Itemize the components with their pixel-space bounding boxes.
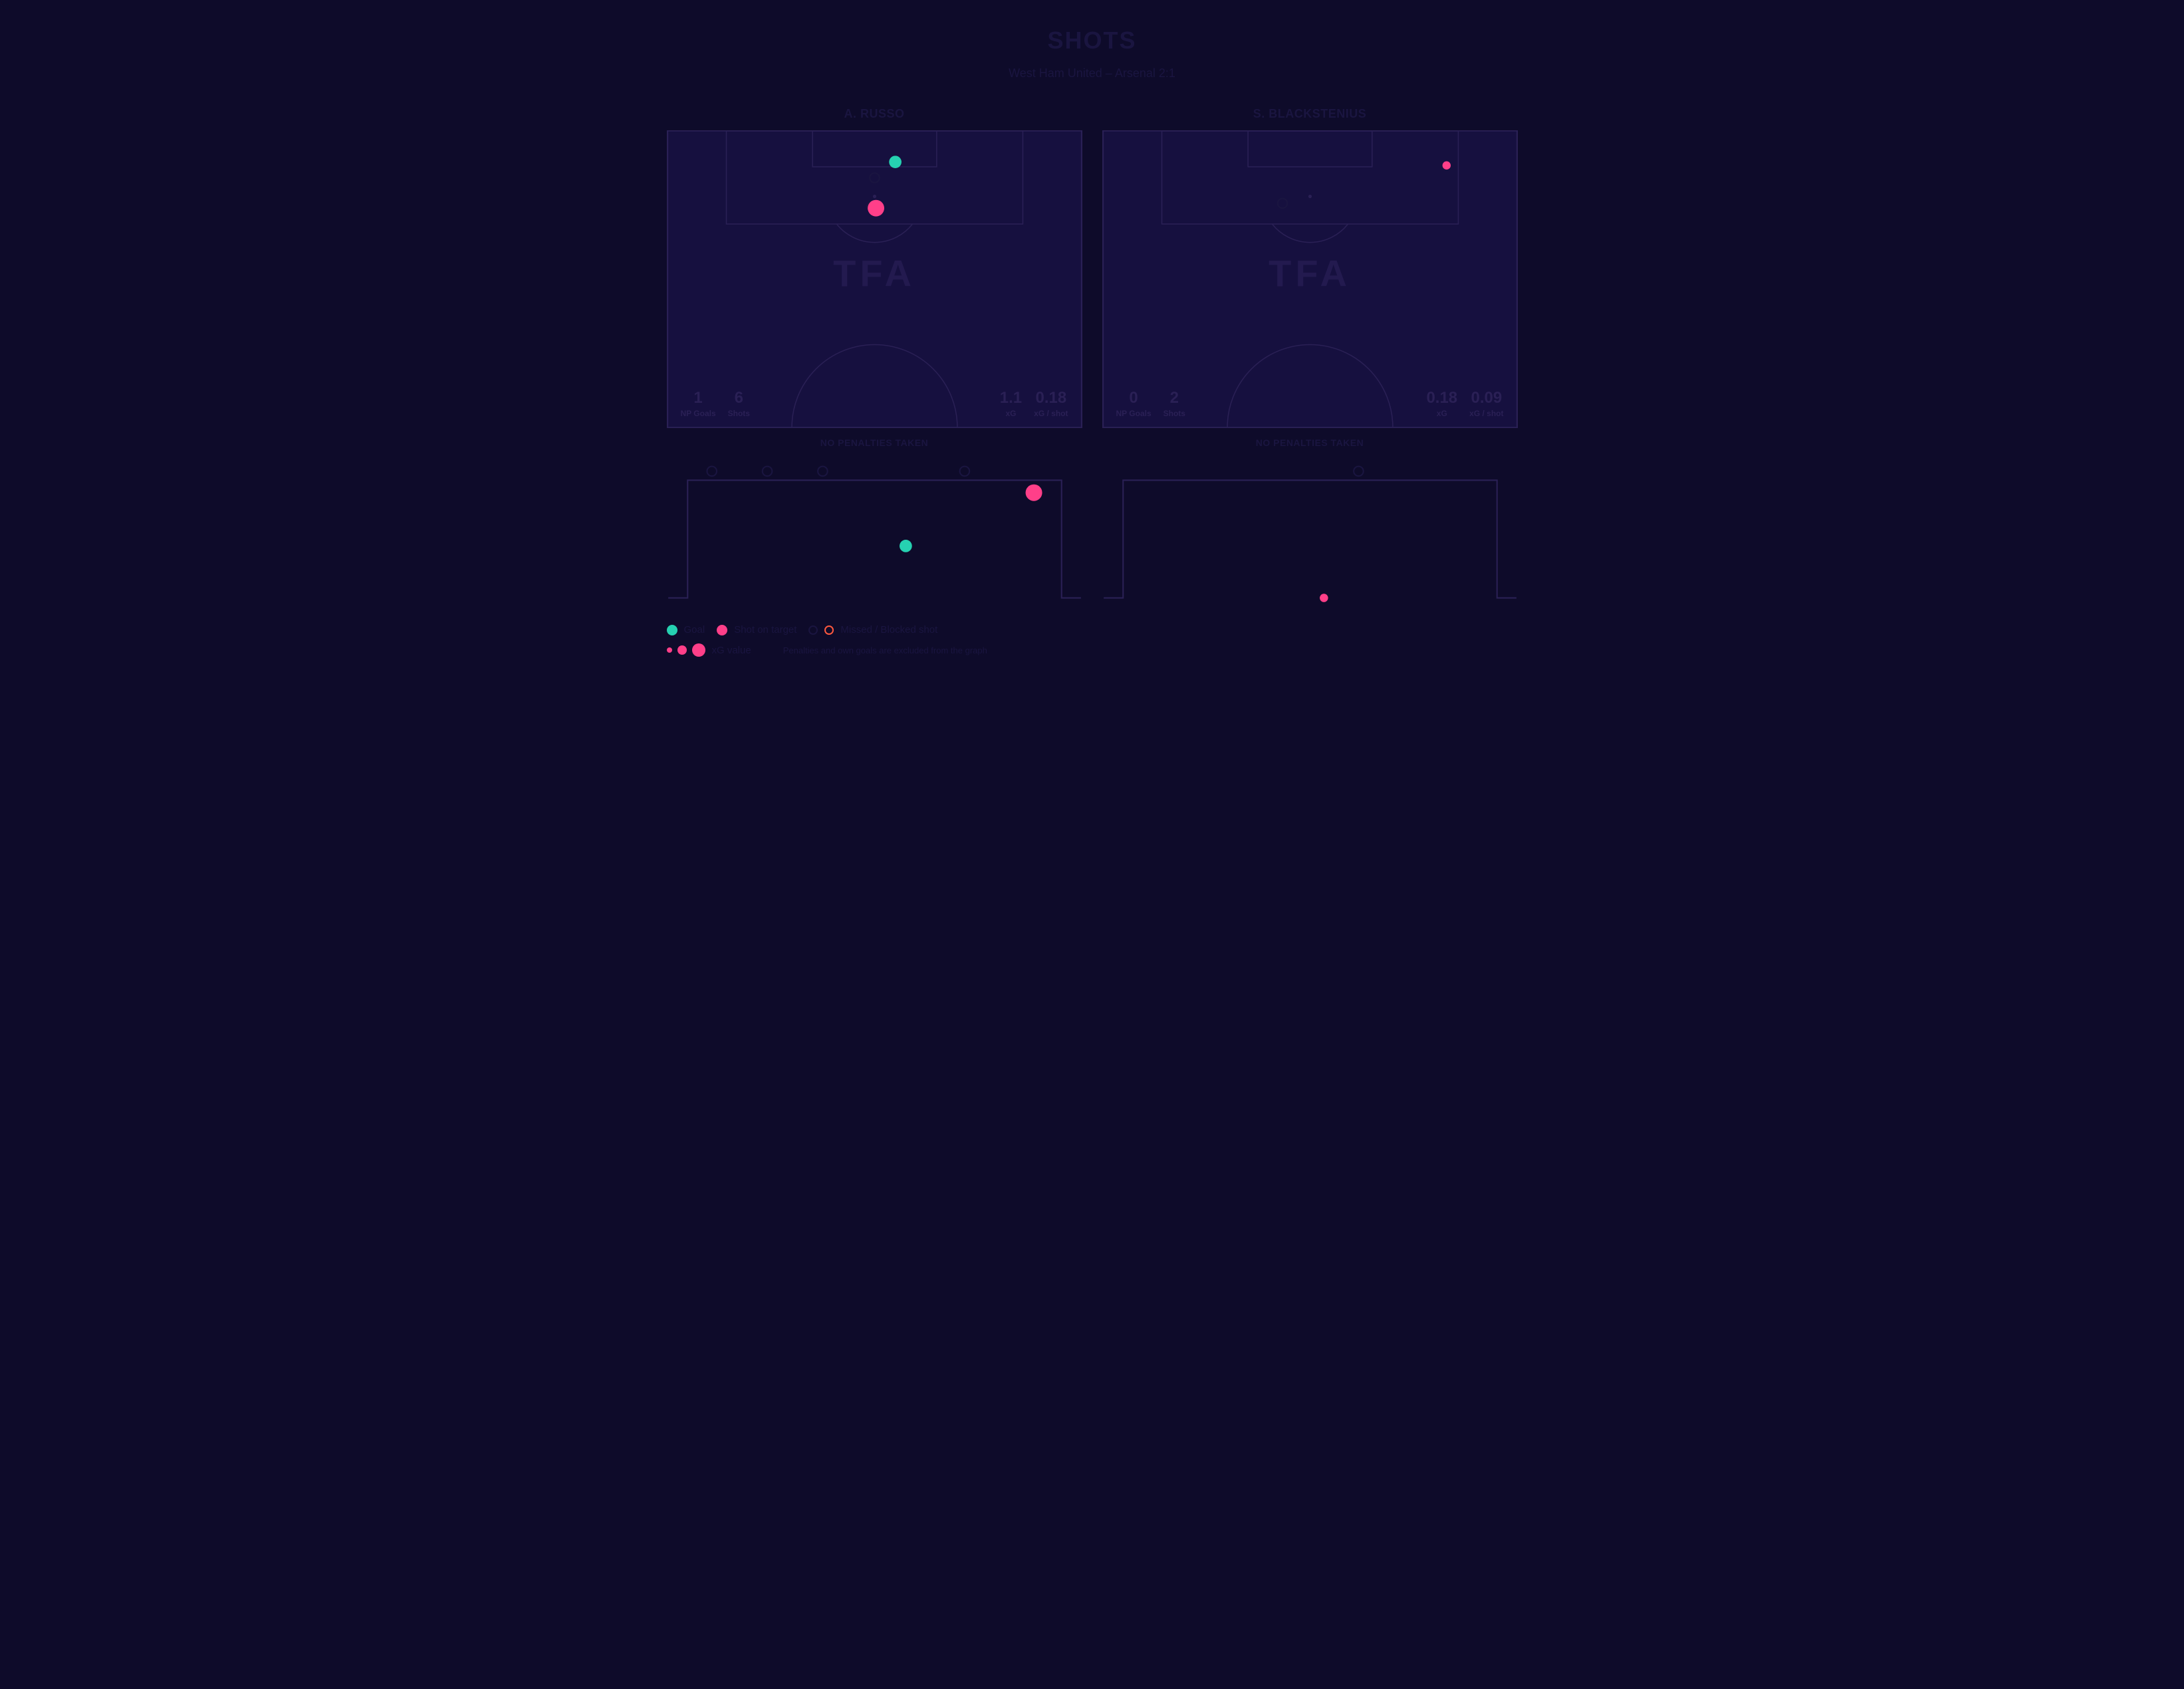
stat-value: 0.09 bbox=[1471, 390, 1502, 406]
goal-svg bbox=[667, 456, 1082, 608]
stat-block: 1.1 xG bbox=[1000, 390, 1022, 418]
stat-value: 6 bbox=[735, 390, 743, 406]
player-panel-0: A. RUSSO TFA 1 NP Goals 6 Shots 1.1 xG 0 bbox=[667, 107, 1082, 608]
stat-label: NP Goals bbox=[681, 409, 716, 418]
pitch-svg bbox=[1103, 131, 1517, 427]
legend: Goal Shot on target Missed / Blocked sho… bbox=[667, 624, 1518, 657]
stat-block: 6 Shots bbox=[728, 390, 750, 418]
goal-shot-marker bbox=[818, 467, 828, 477]
xg-size-dots-icon bbox=[667, 643, 705, 657]
goal-shot-marker bbox=[762, 467, 772, 477]
goal-shot-marker bbox=[1354, 467, 1364, 477]
legend-missed-label: Missed / Blocked shot bbox=[840, 624, 937, 635]
legend-note: Penalties and own goals are excluded fro… bbox=[783, 645, 987, 655]
chart-container: SHOTS West Ham United – Arsenal 2:1 A. R… bbox=[667, 27, 1518, 657]
goalmouth-map bbox=[667, 456, 1082, 608]
stat-block: 2 Shots bbox=[1163, 390, 1185, 418]
pitch-stats-row: 1 NP Goals 6 Shots 1.1 xG 0.18 xG / shot bbox=[667, 390, 1082, 418]
legend-missed: Missed / Blocked shot bbox=[808, 624, 937, 635]
stat-label: Shots bbox=[728, 409, 750, 418]
pitch-shot-marker bbox=[889, 156, 902, 168]
goal-shot-marker bbox=[1025, 485, 1042, 501]
stat-block: 0 NP Goals bbox=[1116, 390, 1152, 418]
stat-label: xG bbox=[1005, 409, 1016, 418]
player-panel-1: S. BLACKSTENIUS TFA 0 NP Goals 2 Shots 0… bbox=[1102, 107, 1518, 608]
no-penalties-label: NO PENALTIES TAKEN bbox=[1102, 437, 1518, 448]
miss-ring-icon bbox=[808, 625, 818, 635]
goal-dot-icon bbox=[667, 625, 677, 635]
player-name: S. BLACKSTENIUS bbox=[1102, 107, 1518, 121]
stat-value: 0.18 bbox=[1035, 390, 1066, 406]
legend-row-1: Goal Shot on target Missed / Blocked sho… bbox=[667, 624, 1518, 635]
stat-label: xG / shot bbox=[1034, 409, 1068, 418]
goalmouth-map bbox=[1102, 456, 1518, 608]
stat-block: 0.18 xG bbox=[1426, 390, 1457, 418]
stat-value: 1.1 bbox=[1000, 390, 1022, 406]
pitch-stats-row: 0 NP Goals 2 Shots 0.18 xG 0.09 xG / sho… bbox=[1103, 390, 1517, 418]
chart-title: SHOTS bbox=[667, 27, 1518, 55]
stat-block: 0.18 xG / shot bbox=[1034, 390, 1068, 418]
legend-xg: xG value bbox=[667, 643, 751, 657]
pitch-shot-marker bbox=[868, 200, 884, 217]
no-penalties-label: NO PENALTIES TAKEN bbox=[667, 437, 1082, 448]
goal-shot-marker bbox=[899, 540, 911, 552]
stat-block: 1 NP Goals bbox=[681, 390, 716, 418]
stat-value: 0.18 bbox=[1426, 390, 1457, 406]
legend-goal: Goal bbox=[667, 624, 705, 635]
chart-subtitle: West Ham United – Arsenal 2:1 bbox=[667, 66, 1518, 80]
stat-label: xG bbox=[1437, 409, 1447, 418]
player-name: A. RUSSO bbox=[667, 107, 1082, 121]
blocked-ring-icon bbox=[824, 625, 834, 635]
legend-on-target-label: Shot on target bbox=[734, 624, 796, 635]
goal-svg bbox=[1102, 456, 1518, 608]
legend-on-target: Shot on target bbox=[717, 624, 796, 635]
pitch-svg bbox=[667, 131, 1082, 427]
goal-shot-marker bbox=[959, 467, 969, 477]
stat-label: Shots bbox=[1163, 409, 1185, 418]
legend-goal-label: Goal bbox=[684, 624, 705, 635]
stat-label: NP Goals bbox=[1116, 409, 1152, 418]
pitch-map: TFA 0 NP Goals 2 Shots 0.18 xG 0.09 xG /… bbox=[1102, 130, 1518, 428]
legend-xg-label: xG value bbox=[712, 645, 751, 656]
stat-value: 1 bbox=[693, 390, 702, 406]
stat-label: xG / shot bbox=[1469, 409, 1503, 418]
stat-value: 0 bbox=[1129, 390, 1138, 406]
goal-shot-marker bbox=[707, 467, 717, 477]
pitch-map: TFA 1 NP Goals 6 Shots 1.1 xG 0.18 xG / … bbox=[667, 130, 1082, 428]
stat-block: 0.09 xG / shot bbox=[1469, 390, 1503, 418]
stat-value: 2 bbox=[1170, 390, 1179, 406]
pitch-shot-marker bbox=[1442, 162, 1450, 169]
legend-row-2: xG value Penalties and own goals are exc… bbox=[667, 643, 1518, 657]
players-row: A. RUSSO TFA 1 NP Goals 6 Shots 1.1 xG 0 bbox=[667, 107, 1518, 608]
shot-on-target-dot-icon bbox=[717, 625, 727, 635]
goal-shot-marker bbox=[1320, 594, 1328, 602]
